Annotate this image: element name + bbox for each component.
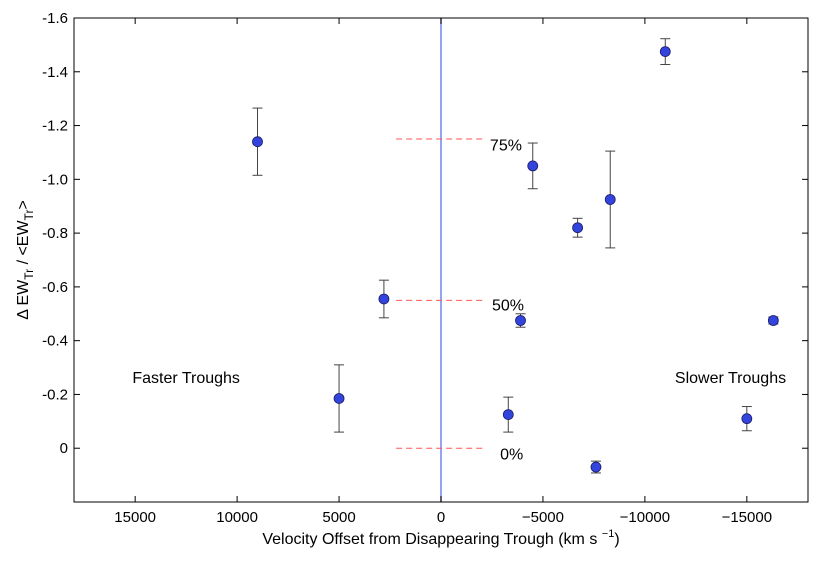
axes-layer bbox=[73, 17, 809, 503]
region-annotation: Slower Troughs bbox=[675, 370, 786, 387]
y-tick-label: -0.8 bbox=[42, 225, 68, 242]
error-bars-layer bbox=[252, 38, 779, 474]
y-axis-title-part: / <EW bbox=[15, 220, 32, 269]
x-tick-label: 5000 bbox=[322, 509, 355, 526]
y-axis-title-subscript: Tr bbox=[22, 269, 36, 280]
x-tick-label: −5000 bbox=[522, 509, 564, 526]
text-layer: 75% 50% 0% 15000 10000 5000 0 −5000 −10000 −15000… bbox=[15, 10, 786, 548]
data-point bbox=[502, 409, 514, 421]
data-point bbox=[604, 194, 616, 205]
y-tick-label: -0.2 bbox=[42, 386, 68, 403]
x-tick-label: 0 bbox=[437, 509, 445, 526]
x-axis-title-main: Velocity Offset from Disappearing Trough… bbox=[262, 531, 601, 548]
data-point bbox=[659, 46, 671, 58]
x-axis-title-close: ) bbox=[614, 531, 619, 548]
x-tick-label: −15000 bbox=[722, 509, 772, 526]
reference-label: 75% bbox=[490, 137, 522, 154]
data-point bbox=[333, 393, 345, 404]
y-axis-title-subscript: Tr bbox=[22, 210, 36, 221]
data-point bbox=[515, 315, 526, 326]
y-axis-title: Δ EWTr​ / <EWTr​> bbox=[15, 200, 36, 320]
data-point bbox=[572, 222, 584, 234]
x-tick-label: 10000 bbox=[216, 509, 258, 526]
y-tick-label: -1.0 bbox=[42, 171, 68, 188]
x-tick-label: 15000 bbox=[114, 509, 156, 526]
y-tick-label: -1.6 bbox=[42, 10, 68, 27]
y-axis-title-part: > bbox=[15, 200, 32, 209]
region-annotation: Faster Troughs bbox=[132, 370, 240, 387]
x-axis-title-superscript: −1 bbox=[602, 528, 615, 540]
reference-label: 50% bbox=[492, 297, 524, 314]
y-tick-label: -1.4 bbox=[42, 64, 68, 81]
reference-lines-layer bbox=[396, 138, 486, 449]
data-point bbox=[590, 461, 602, 473]
data-point bbox=[741, 413, 753, 425]
y-tick-label: -0.4 bbox=[42, 333, 68, 350]
data-point bbox=[252, 136, 263, 148]
data-point bbox=[767, 315, 779, 326]
x-tick-label: −10000 bbox=[620, 509, 670, 526]
y-axis-title-part: Δ EW bbox=[15, 279, 32, 320]
x-axis-title: Velocity Offset from Disappearing Trough… bbox=[262, 528, 619, 548]
y-tick-label: -1.2 bbox=[42, 118, 68, 135]
data-points-layer bbox=[252, 46, 779, 473]
data-point bbox=[378, 293, 390, 305]
y-tick-label: 0 bbox=[60, 440, 68, 457]
reference-label: 0% bbox=[500, 447, 523, 464]
y-tick-label: -0.6 bbox=[42, 279, 68, 296]
data-point bbox=[527, 160, 539, 172]
